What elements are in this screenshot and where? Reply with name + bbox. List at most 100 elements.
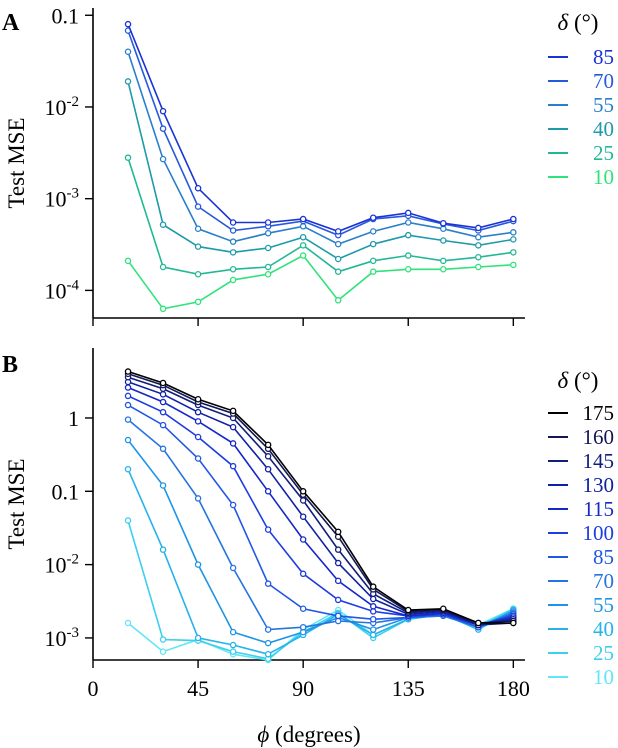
data-point	[334, 228, 342, 235]
data-point	[299, 497, 307, 504]
legend-label-160: 160	[583, 425, 615, 449]
series-line-25	[127, 520, 514, 660]
data-point	[159, 398, 167, 406]
legend-label-175: 175	[583, 401, 615, 425]
data-point	[299, 513, 307, 520]
data-point	[299, 536, 307, 543]
x-tick-label: 180	[497, 676, 530, 701]
series-line-175	[127, 370, 514, 624]
data-point	[299, 488, 307, 495]
legend-label-70: 70	[593, 69, 614, 93]
data-point	[369, 631, 377, 639]
data-point	[194, 184, 202, 192]
legend-label-55: 55	[593, 593, 614, 617]
data-point	[194, 495, 202, 502]
data-point	[159, 379, 167, 387]
data-point	[194, 561, 202, 568]
data-point	[334, 559, 342, 567]
data-point	[159, 648, 167, 655]
data-point	[124, 436, 132, 444]
legend-label-145: 145	[583, 449, 615, 473]
data-point	[264, 580, 272, 587]
data-point	[159, 125, 167, 132]
data-point	[264, 626, 272, 633]
data-point	[404, 266, 412, 273]
data-point	[299, 215, 307, 223]
y-tick-label: 10-3	[45, 186, 80, 212]
data-point	[229, 648, 237, 655]
data-point	[194, 225, 202, 233]
data-point	[334, 240, 342, 248]
data-point	[334, 596, 342, 604]
series-line-70	[127, 418, 514, 631]
data-point	[475, 253, 482, 261]
data-point	[264, 488, 272, 495]
data-point	[159, 445, 167, 453]
data-point	[440, 605, 447, 613]
data-point	[194, 455, 202, 462]
data-point	[229, 423, 237, 431]
data-point	[510, 215, 517, 223]
data-point	[229, 249, 237, 256]
panel-label: B	[2, 352, 18, 378]
data-point	[369, 228, 377, 235]
data-point	[229, 238, 237, 245]
legend-label-70: 70	[593, 569, 614, 593]
data-point	[124, 392, 132, 400]
data-point	[194, 433, 202, 441]
y-tick-label: 1	[68, 406, 79, 431]
data-point	[334, 255, 342, 263]
data-point	[334, 617, 342, 625]
data-point	[229, 276, 237, 284]
data-point	[299, 233, 307, 241]
data-point	[124, 416, 132, 423]
data-point	[264, 650, 272, 658]
data-point	[264, 453, 272, 460]
data-point	[440, 219, 447, 227]
data-point	[369, 603, 377, 610]
data-point	[369, 257, 377, 265]
data-point	[159, 408, 167, 416]
data-point	[194, 634, 202, 642]
legend-label-115: 115	[583, 497, 614, 521]
series-line-85	[127, 23, 514, 233]
data-point	[124, 20, 132, 28]
series-line-40	[127, 81, 514, 260]
y-axis-label: Test MSE	[4, 458, 29, 549]
data-point	[475, 224, 482, 232]
data-point	[264, 465, 272, 473]
series-line-115	[127, 386, 514, 626]
data-point	[369, 240, 377, 248]
panel-label: A	[2, 10, 20, 36]
x-tick-label: 90	[292, 676, 314, 701]
legend-title: δ (°)	[558, 368, 599, 393]
data-point	[369, 615, 377, 623]
data-point	[299, 623, 307, 631]
legend-label-40: 40	[593, 617, 614, 641]
panel-a: A 0.1 10-2 10-3 10-4 Test MSE δ (°) 85705540251…	[2, 3, 614, 326]
data-point	[510, 619, 517, 627]
data-point	[369, 268, 377, 275]
data-point	[124, 368, 132, 375]
data-point	[264, 244, 272, 252]
y-tick-label: 10-2	[45, 552, 80, 578]
data-point	[159, 391, 167, 398]
series-line-10	[127, 254, 514, 310]
data-point	[124, 48, 132, 56]
data-point	[264, 219, 272, 226]
data-point	[159, 546, 167, 553]
legend-label-25: 25	[593, 141, 614, 165]
data-point	[264, 263, 272, 271]
series-line-25	[127, 157, 514, 276]
data-point	[194, 418, 202, 425]
data-point	[229, 641, 237, 649]
data-point	[229, 628, 237, 636]
data-point	[124, 257, 132, 265]
data-point	[475, 242, 482, 249]
legend-label-40: 40	[593, 117, 614, 141]
data-point	[404, 606, 412, 614]
data-point	[334, 297, 342, 304]
data-point	[369, 583, 377, 590]
data-point	[299, 570, 307, 578]
series-line-160	[127, 373, 514, 624]
